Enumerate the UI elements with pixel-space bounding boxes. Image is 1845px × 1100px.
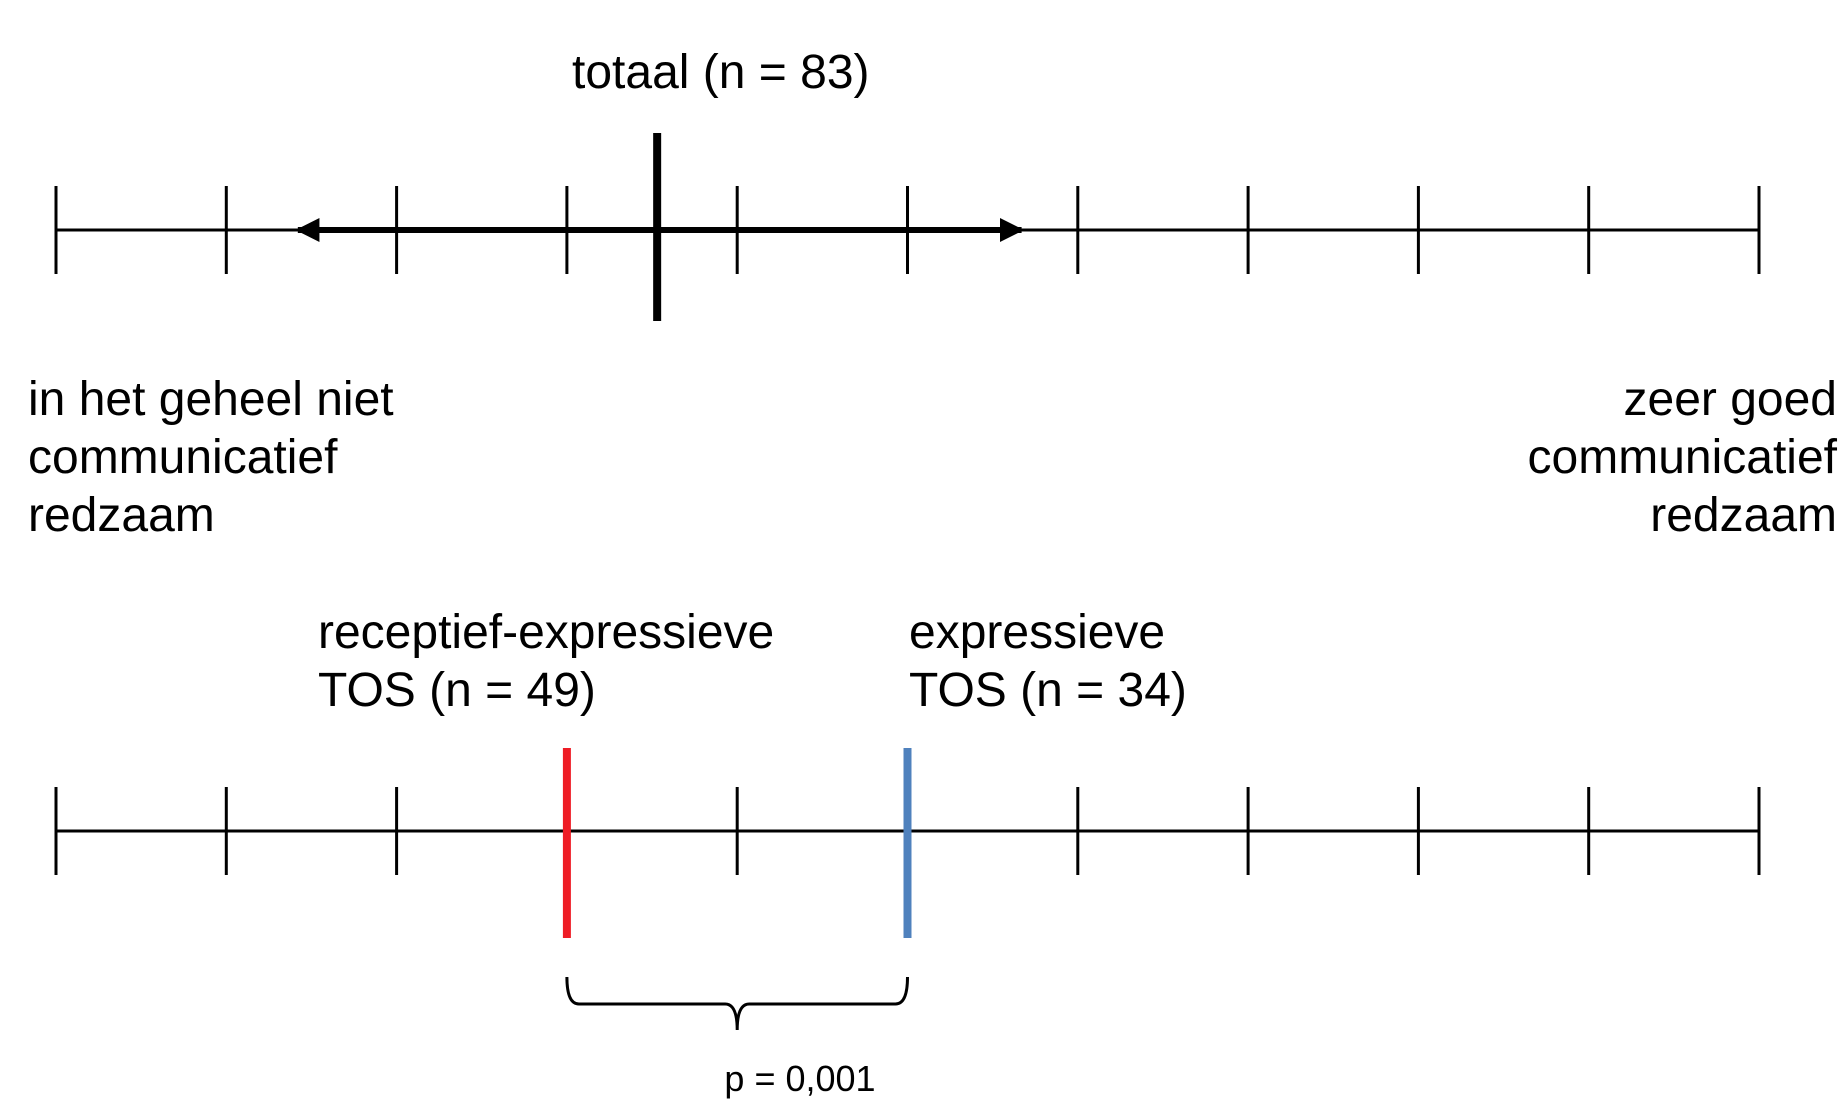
scale-min-label: in het geheel niet communicatief redzaam <box>28 371 394 545</box>
scale-min-label-line-1: in het geheel niet <box>28 373 394 426</box>
scale-min-label-line-2: communicatief <box>28 431 338 484</box>
group-expressive-label-line-2: TOS (n = 34) <box>909 664 1187 717</box>
scale-max-label-line-2: communicatief <box>1527 431 1837 484</box>
scale-max-label-line-3: redzaam <box>1650 489 1837 542</box>
significance-brace <box>565 976 909 1031</box>
p-value-label: p = 0,001 <box>724 1058 876 1099</box>
group-receptive-expressive-label-line-2: TOS (n = 49) <box>318 664 596 717</box>
group-receptive-expressive-label: receptief-expressieve TOS (n = 49) <box>318 604 774 720</box>
group-receptive-expressive-label-line-1: receptief-expressieve <box>318 606 775 659</box>
group-expressive-label-line-1: expressieve <box>909 606 1166 659</box>
scale-max-label-line-1: zeer goed <box>1623 373 1838 426</box>
scale-max-label: zeer goed communicatief redzaam <box>1528 371 1837 545</box>
total-label: totaal (n = 83) <box>572 46 870 99</box>
markers <box>295 133 1025 1031</box>
scale-min-label-line-3: redzaam <box>28 489 215 542</box>
group-expressive-label: expressieve TOS (n = 34) <box>909 604 1187 720</box>
